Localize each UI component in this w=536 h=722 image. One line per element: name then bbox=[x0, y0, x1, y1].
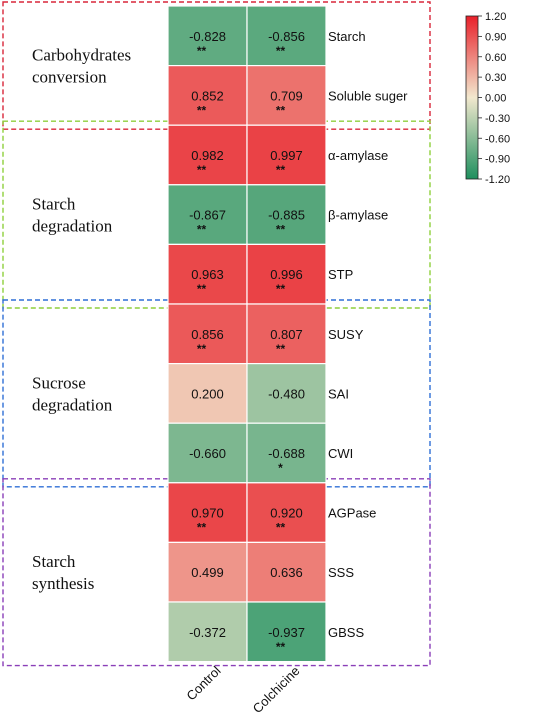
heatmap-cell-soluble-suger-colchicine bbox=[246, 64, 327, 126]
group-label-sucrose-degradation: Sucrose bbox=[32, 373, 86, 392]
colorbar-tick-label: -0.90 bbox=[485, 154, 510, 166]
cell-value-agpase-colchicine: 0.920 bbox=[270, 506, 303, 521]
cell-significance-gbss-colchicine: ** bbox=[276, 640, 286, 654]
heatmap-cell-amylase-control bbox=[167, 124, 248, 186]
group-label-starch-degradation: Starch bbox=[32, 195, 76, 214]
heatmap-cell-cwi-control bbox=[167, 422, 248, 484]
heatmap-cell-gbss-colchicine bbox=[246, 601, 327, 663]
cell-value-gbss-colchicine: -0.937 bbox=[268, 625, 305, 640]
row-label-gbss: GBSS bbox=[328, 625, 364, 640]
colorbar-tick-label: -1.20 bbox=[485, 174, 510, 186]
cell-significance-amylase-control: ** bbox=[197, 163, 207, 177]
cell-significance-agpase-control: ** bbox=[197, 521, 207, 535]
heatmap-cell-susy-control bbox=[167, 303, 248, 365]
cell-significance-agpase-colchicine: ** bbox=[276, 521, 286, 535]
cell-significance-susy-control: ** bbox=[197, 342, 207, 356]
cell-significance-amylase-control: ** bbox=[197, 223, 207, 237]
group-label-carbohydrates-conversion: Carbohydrates bbox=[32, 46, 131, 65]
row-label-agpase: AGPase bbox=[328, 506, 376, 521]
group-label-sucrose-degradation: degradation bbox=[32, 395, 113, 414]
cell-value-cwi-control: -0.660 bbox=[189, 446, 226, 461]
heatmap-cell-gbss-control bbox=[167, 601, 248, 663]
row-labels: Starch Soluble suger α-amylase β-amylase STP… bbox=[328, 29, 408, 640]
row-label-stp: STP bbox=[328, 267, 353, 282]
heatmap-cell-stp-control bbox=[167, 243, 248, 305]
cell-value-soluble-suger-control: 0.852 bbox=[191, 88, 224, 103]
cell-significance-susy-colchicine: ** bbox=[276, 342, 286, 356]
row-label-susy: SUSY bbox=[328, 327, 364, 342]
group-label-carbohydrates-conversion: conversion bbox=[32, 68, 107, 87]
colorbar-tick-label: 0.30 bbox=[485, 72, 506, 84]
cell-value-susy-control: 0.856 bbox=[191, 327, 224, 342]
cell-significance-cwi-colchicine: * bbox=[278, 461, 283, 475]
heatmap-cell-amylase-control bbox=[167, 184, 248, 246]
colorbar-tick-label: 1.20 bbox=[485, 11, 506, 23]
heatmap-cell-stp-colchicine bbox=[246, 243, 327, 305]
heatmap-cell-cwi-colchicine bbox=[246, 422, 327, 484]
group-label-starch-synthesis: Starch bbox=[32, 552, 76, 571]
row-label-amylase: α-amylase bbox=[328, 148, 388, 163]
colorbar-tick-label: 0.00 bbox=[485, 93, 506, 105]
row-label-starch: Starch bbox=[328, 29, 366, 44]
colorbar-tick-label: 0.90 bbox=[485, 31, 506, 43]
column-labels: Control Colchicine bbox=[183, 663, 302, 716]
cell-value-amylase-control: 0.982 bbox=[191, 148, 224, 163]
cell-value-starch-colchicine: -0.856 bbox=[268, 29, 305, 44]
cell-value-starch-control: -0.828 bbox=[189, 29, 226, 44]
cell-significance-amylase-colchicine: ** bbox=[276, 163, 286, 177]
cell-value-stp-colchicine: 0.996 bbox=[270, 267, 303, 282]
colorbar-tick-label: -0.60 bbox=[485, 133, 510, 145]
colorbar: 1.20 0.90 0.60 0.30 0.00 -0.30 -0.60 -0.90 -1.20 bbox=[465, 11, 510, 186]
column-label-colchicine: Colchicine bbox=[250, 663, 303, 716]
heatmap-cell-agpase-colchicine bbox=[246, 482, 327, 543]
cell-value-sai-colchicine: -0.480 bbox=[268, 386, 305, 401]
colorbar-gradient bbox=[465, 15, 479, 180]
row-label-amylase: β-amylase bbox=[328, 208, 388, 223]
row-label-cwi: CWI bbox=[328, 446, 353, 461]
heatmap-cell-sai-colchicine bbox=[246, 363, 327, 424]
row-label-sss: SSS bbox=[328, 565, 354, 580]
group-box-carbohydrates-conversion bbox=[2, 1, 431, 130]
cell-significance-starch-colchicine: ** bbox=[276, 44, 286, 58]
column-label-control: Control bbox=[183, 663, 223, 703]
heatmap-cell-sss-colchicine bbox=[246, 541, 327, 603]
cell-significance-amylase-colchicine: ** bbox=[276, 223, 286, 237]
cell-significance-soluble-suger-control: ** bbox=[197, 103, 207, 117]
heatmap-cells: -0.828**-0.856**0.852**0.709**0.982**0.9… bbox=[167, 5, 327, 663]
cell-value-agpase-control: 0.970 bbox=[191, 506, 224, 521]
group-label-starch-synthesis: synthesis bbox=[32, 574, 94, 593]
row-label-sai: SAI bbox=[328, 386, 349, 401]
cell-value-cwi-colchicine: -0.688 bbox=[268, 446, 305, 461]
colorbar-tick-label: 0.60 bbox=[485, 52, 506, 64]
heatmap-cell-sss-control bbox=[167, 541, 248, 603]
row-label-soluble-suger: Soluble suger bbox=[328, 88, 408, 103]
cell-value-sss-control: 0.499 bbox=[191, 565, 224, 580]
group-label-starch-degradation: degradation bbox=[32, 217, 113, 236]
cell-significance-soluble-suger-colchicine: ** bbox=[276, 103, 286, 117]
heatmap-cell-sai-control bbox=[167, 363, 248, 424]
group-box-starch-synthesis bbox=[2, 478, 431, 667]
cell-value-amylase-colchicine: -0.885 bbox=[268, 208, 305, 223]
cell-value-stp-control: 0.963 bbox=[191, 267, 224, 282]
heatmap-cell-amylase-colchicine bbox=[246, 124, 327, 186]
colorbar-tick-label: -0.30 bbox=[485, 113, 510, 125]
cell-value-sss-colchicine: 0.636 bbox=[270, 565, 303, 580]
cell-value-gbss-control: -0.372 bbox=[189, 625, 226, 640]
cell-value-susy-colchicine: 0.807 bbox=[270, 327, 303, 342]
cell-significance-stp-colchicine: ** bbox=[276, 282, 286, 296]
cell-significance-starch-control: ** bbox=[197, 44, 207, 58]
cell-value-soluble-suger-colchicine: 0.709 bbox=[270, 88, 303, 103]
cell-significance-stp-control: ** bbox=[197, 282, 207, 296]
heatmap-cell-susy-colchicine bbox=[246, 303, 327, 365]
cell-value-amylase-control: -0.867 bbox=[189, 208, 226, 223]
cell-value-sai-control: 0.200 bbox=[191, 386, 224, 401]
cell-value-amylase-colchicine: 0.997 bbox=[270, 148, 303, 163]
